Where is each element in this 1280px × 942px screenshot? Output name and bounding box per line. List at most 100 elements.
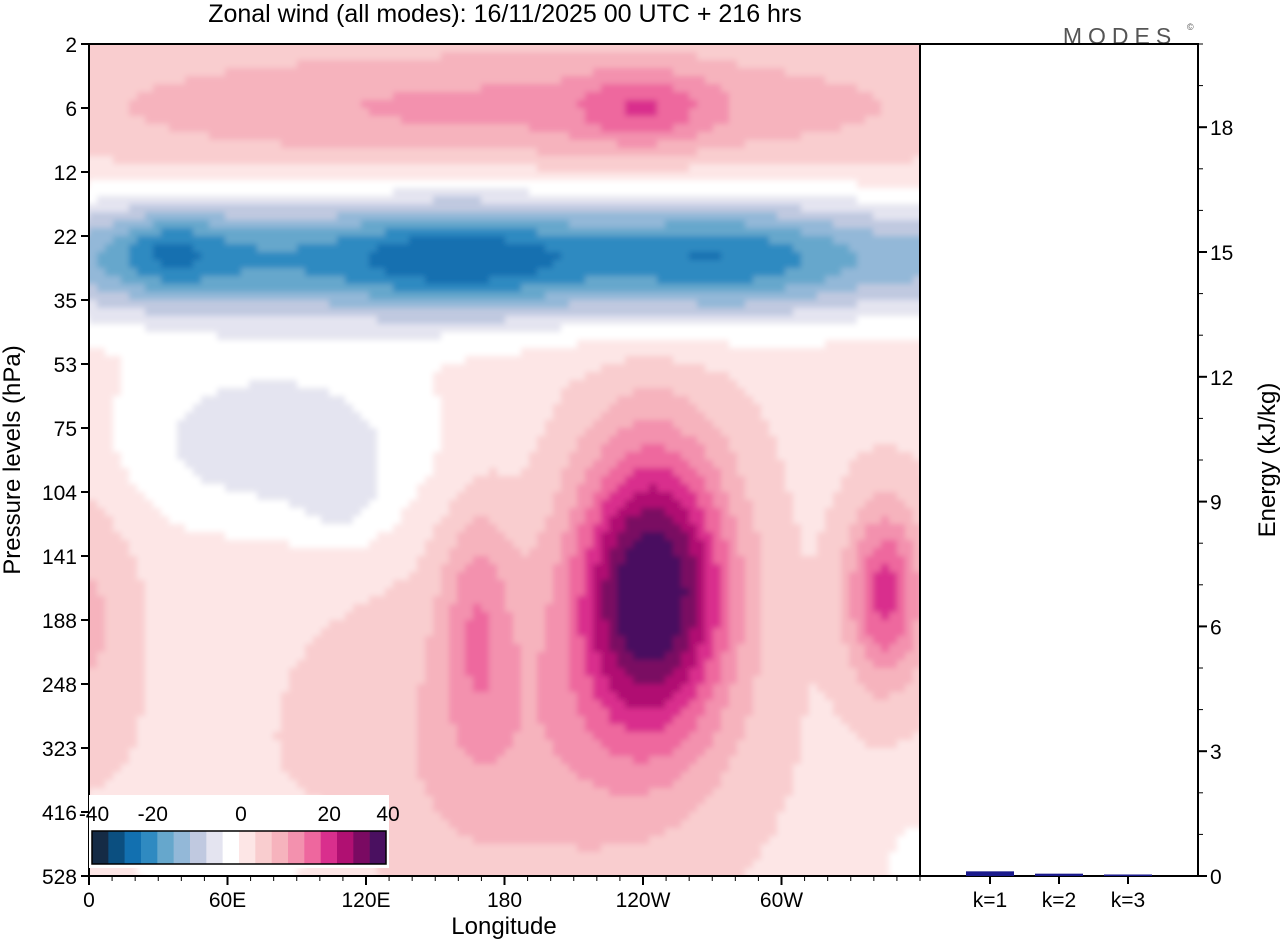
contour-cell <box>449 180 458 189</box>
contour-cell <box>889 276 898 285</box>
contour-cell <box>833 244 842 253</box>
contour-cell <box>825 372 834 381</box>
contour-cell <box>713 396 722 405</box>
contour-cell <box>497 244 506 253</box>
contour-cell <box>369 172 378 181</box>
contour-cell <box>817 308 826 317</box>
contour-cell <box>241 156 250 165</box>
contour-cell <box>513 204 522 213</box>
contour-cell <box>129 260 138 269</box>
contour-cell <box>345 108 354 117</box>
contour-cell <box>129 388 138 397</box>
contour-cell <box>401 356 410 365</box>
contour-cell <box>369 364 378 373</box>
contour-cell <box>577 252 586 261</box>
contour-cell <box>241 252 250 261</box>
contour-cell <box>209 252 218 261</box>
contour-cell <box>601 220 610 229</box>
contour-cell <box>793 84 802 93</box>
contour-cell <box>209 260 218 269</box>
contour-cell <box>225 340 234 349</box>
contour-cell <box>441 300 450 309</box>
contour-cell <box>313 124 322 133</box>
contour-cell <box>337 124 346 133</box>
contour-cell <box>609 276 618 285</box>
contour-cell <box>145 76 154 85</box>
contour-cell <box>553 332 562 341</box>
contour-cell <box>273 84 282 93</box>
contour-cell <box>889 76 898 85</box>
contour-cell <box>673 340 682 349</box>
contour-cell <box>321 204 330 213</box>
contour-cell <box>753 316 762 325</box>
contour-cell <box>889 116 898 125</box>
contour-cell <box>289 308 298 317</box>
contour-cell <box>745 244 754 253</box>
contour-cell <box>441 284 450 293</box>
contour-cell <box>521 324 530 333</box>
contour-cell <box>313 212 322 221</box>
contour-cell <box>705 252 714 261</box>
contour-cell <box>321 348 330 357</box>
contour-cell <box>849 172 858 181</box>
contour-cell <box>881 124 890 133</box>
contour-cell <box>153 76 162 85</box>
contour-cell <box>193 180 202 189</box>
contour-cell <box>257 100 266 109</box>
contour-cell <box>89 52 98 61</box>
contour-cell <box>113 340 122 349</box>
contour-cell <box>417 188 426 197</box>
contour-cell <box>97 140 106 149</box>
contour-cell <box>345 308 354 317</box>
contour-cell <box>129 132 138 141</box>
contour-cell <box>537 308 546 317</box>
contour-cell <box>121 52 130 61</box>
contour-cell <box>681 372 690 381</box>
contour-cell <box>681 156 690 165</box>
contour-cell <box>129 68 138 77</box>
contour-cell <box>921 348 930 357</box>
contour-cell <box>121 148 130 157</box>
contour-cell <box>385 276 394 285</box>
contour-cell <box>529 396 538 405</box>
contour-cell <box>137 100 146 109</box>
contour-cell <box>601 372 610 381</box>
contour-cell <box>673 252 682 261</box>
contour-cell <box>449 244 458 253</box>
contour-cell <box>129 276 138 285</box>
contour-cell <box>169 68 178 77</box>
contour-cell <box>217 212 226 221</box>
contour-cell <box>457 364 466 373</box>
contour-cell <box>873 156 882 165</box>
contour-cell <box>881 220 890 229</box>
contour-cell <box>433 212 442 221</box>
contour-cell <box>161 364 170 373</box>
contour-cell <box>833 156 842 165</box>
contour-cell <box>153 284 162 293</box>
contour-cell <box>425 68 434 77</box>
contour-cell <box>289 196 298 205</box>
contour-cell <box>817 172 826 181</box>
contour-cell <box>121 228 130 237</box>
contour-cell <box>273 188 282 197</box>
contour-cell <box>753 324 762 333</box>
contour-cell <box>649 268 658 277</box>
contour-cell <box>513 388 522 397</box>
contour-cell <box>585 148 594 157</box>
contour-cell <box>281 108 290 117</box>
contour-cell <box>889 108 898 117</box>
contour-cell <box>353 44 362 53</box>
contour-cell <box>801 180 810 189</box>
contour-cell <box>625 180 634 189</box>
contour-cell <box>737 148 746 157</box>
contour-cell <box>217 204 226 213</box>
contour-cell <box>473 60 482 69</box>
contour-cell <box>369 84 378 93</box>
contour-cell <box>657 348 666 357</box>
contour-cell <box>905 180 914 189</box>
contour-cell <box>721 76 730 85</box>
contour-cell <box>385 108 394 117</box>
contour-cell <box>649 300 658 309</box>
contour-cell <box>401 372 410 381</box>
contour-cell <box>289 300 298 309</box>
